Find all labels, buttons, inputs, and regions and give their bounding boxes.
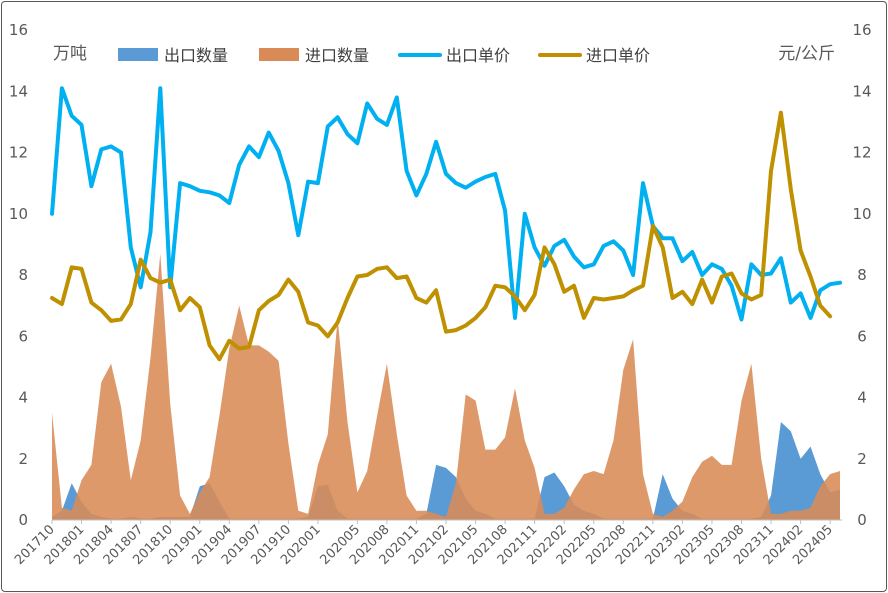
right-tick-label: 12	[852, 144, 871, 162]
line-layer	[50, 86, 842, 362]
left-tick-label: 12	[9, 144, 28, 162]
legend: 出口数量 进口数量 出口单价 进口单价	[118, 46, 650, 65]
left-tick-label: 16	[9, 21, 28, 39]
legend-label: 出口数量	[164, 46, 228, 65]
right-tick-label: 0	[857, 511, 867, 529]
legend-label: 进口单价	[586, 46, 650, 65]
x-axis-ticks: 2017102018012018042018072018102019012019…	[12, 520, 836, 568]
area-series-import-qty	[52, 253, 840, 520]
right-axis-ticks: 0 2 4 6 8 10 12 14 16	[852, 21, 871, 529]
left-tick-label: 0	[18, 511, 28, 529]
line-series-export-price	[50, 86, 842, 322]
right-tick-label: 16	[852, 21, 871, 39]
left-tick-label: 10	[9, 205, 28, 223]
right-tick-label: 14	[852, 82, 871, 100]
right-tick-label: 10	[852, 205, 871, 223]
area-series-export-qty	[52, 422, 840, 520]
right-tick-label: 4	[857, 389, 867, 407]
legend-label: 出口单价	[446, 46, 510, 65]
right-tick-label: 8	[857, 266, 867, 284]
left-tick-label: 6	[18, 327, 28, 345]
area-layer	[52, 253, 840, 520]
right-tick-label: 2	[857, 450, 867, 468]
left-tick-label: 4	[18, 389, 28, 407]
legend-swatch	[259, 48, 299, 61]
right-tick-label: 6	[857, 327, 867, 345]
line-series-import-price	[50, 110, 833, 362]
left-tick-label: 14	[9, 82, 28, 100]
left-axis-ticks: 0 2 4 6 8 10 12 14 16	[9, 21, 28, 529]
left-tick-label: 2	[18, 450, 28, 468]
legend-swatch	[118, 48, 158, 61]
left-axis-unit: 万吨	[53, 44, 87, 64]
right-axis-unit: 元/公斤	[778, 44, 835, 64]
legend-label: 进口数量	[305, 46, 369, 65]
left-tick-label: 8	[18, 266, 28, 284]
